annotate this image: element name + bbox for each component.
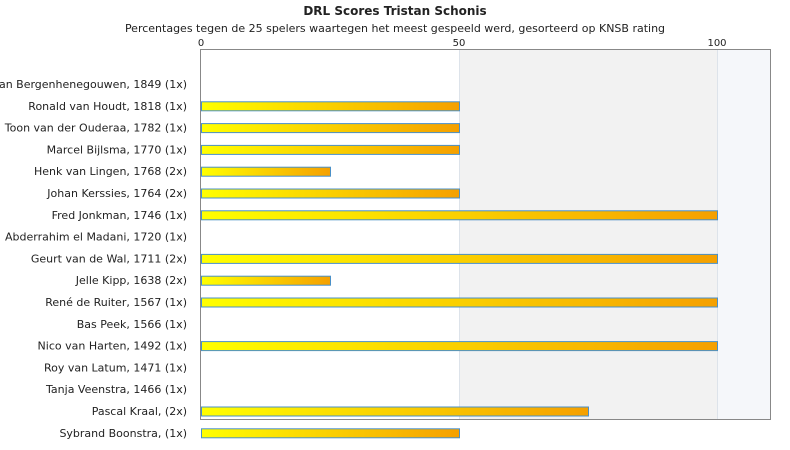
bar [201, 253, 718, 264]
plot-frame [200, 49, 771, 420]
category-label: Stijn van Bergenhenegouwen, 1849 (1x) [0, 78, 187, 91]
category-label: Johan Kerssies, 1764 (2x) [46, 187, 187, 200]
bar [201, 297, 718, 308]
category-label: Jelle Kipp, 1638 (2x) [75, 274, 187, 287]
bars [201, 101, 718, 439]
bar [201, 123, 460, 134]
chart-title: DRL Scores Tristan Schonis [303, 4, 487, 18]
category-label: Ronald van Houdt, 1818 (1x) [28, 100, 187, 113]
bar [201, 406, 589, 417]
bar [201, 101, 460, 112]
bar [201, 166, 331, 177]
x-tick-label: 0 [198, 38, 204, 49]
category-label: Sybrand Boonstra, (1x) [59, 427, 187, 440]
band-100-plus [717, 49, 771, 420]
category-label: Henk van Lingen, 1768 (2x) [34, 165, 187, 178]
chart-subtitle: Percentages tegen de 25 spelers waartege… [124, 22, 666, 35]
x-tick-label: 100 [707, 38, 726, 49]
bar [201, 144, 460, 155]
category-label: Fred Jonkman, 1746 (1x) [52, 209, 187, 222]
category-label: Pascal Kraal, (2x) [92, 405, 187, 418]
bar [201, 428, 460, 439]
category-label: Bas Peek, 1566 (1x) [77, 318, 187, 331]
bar [201, 275, 331, 286]
category-label: Tanja Veenstra, 1466 (1x) [45, 383, 187, 396]
category-label: Geurt van de Wal, 1711 (2x) [31, 252, 187, 265]
category-labels: Stijn van Bergenhenegouwen, 1849 (1x) Ron… [0, 78, 187, 440]
band-50-100 [459, 49, 717, 420]
background-bands [459, 49, 771, 420]
category-label: Toon van der Ouderaa, 1782 (1x) [4, 122, 187, 135]
bar [201, 210, 718, 221]
x-tick-label: 50 [453, 38, 466, 49]
bar [201, 341, 718, 352]
category-label: Abderrahim el Madani, 1720 (1x) [5, 231, 187, 244]
category-label: René de Ruiter, 1567 (1x) [45, 296, 187, 309]
x-axis-ticks: 0 50 100 [198, 38, 727, 49]
bar [201, 188, 460, 199]
category-label: Marcel Bijlsma, 1770 (1x) [47, 143, 187, 156]
category-label: Roy van Latum, 1471 (1x) [44, 361, 187, 374]
category-label: Nico van Harten, 1492 (1x) [38, 340, 187, 353]
